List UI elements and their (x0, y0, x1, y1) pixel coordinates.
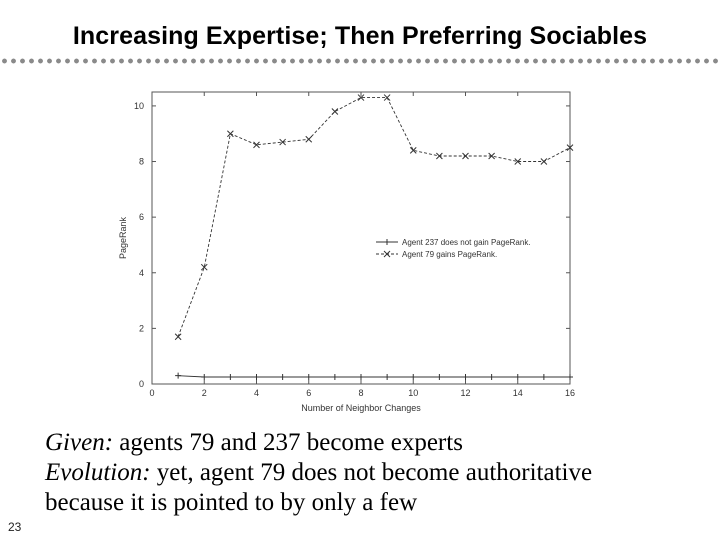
evolution-text: yet, agent 79 does not become authoritat… (150, 459, 593, 486)
text-line-given: Given: agents 79 and 237 become experts (45, 428, 705, 458)
y-tick-label: 0 (139, 379, 144, 389)
data-point-0 (436, 374, 443, 381)
x-tick-label: 14 (513, 388, 523, 398)
evolution-label: Evolution: (45, 459, 151, 486)
text-line-evolution: Evolution: yet, agent 79 does not become… (45, 458, 705, 488)
data-point-1 (305, 135, 313, 143)
data-point-1 (488, 152, 495, 160)
legend-marker-0 (384, 239, 390, 245)
x-tick-label: 10 (408, 388, 418, 398)
data-point-1 (462, 152, 469, 160)
data-point-1 (540, 158, 548, 165)
data-point-1 (174, 333, 182, 341)
y-axis-label: PageRank (118, 216, 128, 259)
given-text: agents 79 and 237 become experts (113, 429, 463, 456)
data-point-0 (462, 374, 469, 381)
x-tick-label: 0 (149, 388, 154, 398)
x-tick-label: 16 (565, 388, 575, 398)
data-point-0 (567, 374, 573, 381)
data-point-0 (540, 374, 547, 381)
x-axis-label: Number of Neighbor Changes (301, 403, 421, 413)
data-point-0 (227, 374, 234, 381)
x-tick-label: 12 (460, 388, 470, 398)
y-tick-label: 8 (139, 157, 144, 167)
data-point-0 (514, 374, 521, 381)
x-tick-label: 6 (306, 388, 311, 398)
y-tick-label: 2 (139, 323, 144, 333)
data-point-1 (514, 158, 522, 165)
text-line-reason: because it is pointed to by only a few (45, 489, 418, 516)
data-point-1 (409, 147, 417, 154)
series-line-1 (177, 97, 571, 337)
x-tick-label: 4 (254, 388, 259, 398)
legend-label-1: Agent 79 gains PageRank. (402, 250, 497, 259)
data-point-1 (279, 138, 286, 146)
data-point-1 (357, 94, 365, 101)
data-point-1 (383, 94, 391, 101)
y-tick-label: 6 (139, 212, 144, 222)
data-point-1 (200, 263, 208, 271)
data-point-0 (331, 374, 338, 381)
data-point-0 (279, 374, 286, 381)
x-tick-label: 8 (358, 388, 363, 398)
title-divider (0, 58, 720, 64)
legend-label-0: Agent 237 does not gain PageRank. (402, 238, 531, 247)
y-tick-label: 4 (139, 268, 144, 278)
data-point-0 (175, 372, 182, 379)
legend-marker-1 (383, 250, 391, 258)
data-point-0 (201, 374, 208, 381)
slide-title: Increasing Expertise; Then Preferring So… (72, 22, 648, 50)
data-point-1 (436, 152, 443, 160)
series-line-0 (178, 375, 570, 378)
data-point-1 (253, 141, 260, 149)
data-point-0 (384, 374, 391, 381)
data-point-0 (410, 374, 417, 381)
given-label: Given: (45, 429, 114, 456)
data-point-0 (253, 374, 260, 381)
data-point-1 (566, 144, 574, 151)
data-point-0 (358, 374, 364, 381)
pagerank-chart: 0 2 4 6 8 10 12 14 16 0 2 4 6 8 10 Number of Neighbor C… (118, 91, 575, 413)
x-tick-label: 2 (202, 388, 207, 398)
slide-body: Given: agents 79 and 237 become experts … (45, 428, 705, 518)
data-point-0 (488, 374, 495, 381)
data-point-1 (227, 130, 234, 138)
data-point-1 (331, 108, 339, 115)
slide-number: 23 (8, 520, 22, 534)
data-point-0 (305, 374, 312, 381)
y-tick-label: 10 (134, 101, 144, 111)
